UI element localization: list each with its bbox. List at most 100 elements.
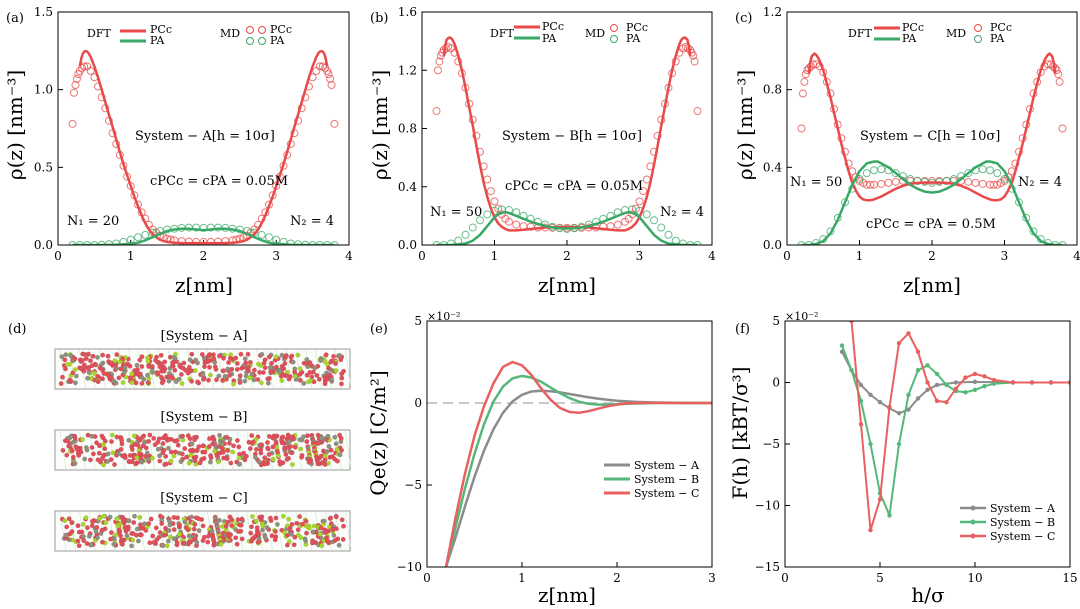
bead xyxy=(83,515,89,521)
series-line-dft-pa xyxy=(72,227,335,245)
bead xyxy=(283,452,289,458)
y-tick-label: 5 xyxy=(414,314,422,328)
md-point-md-pa xyxy=(686,241,695,245)
y-tick-label: 1.5 xyxy=(34,5,53,19)
bead xyxy=(147,432,153,438)
series-point-system-c xyxy=(963,375,968,380)
bead xyxy=(162,359,168,365)
bead xyxy=(279,378,285,384)
md-point-md-pa xyxy=(279,237,288,245)
bead xyxy=(85,375,91,381)
legend-md-pcc-marker xyxy=(246,26,254,34)
md-point-md-pa xyxy=(993,169,1002,178)
legend-md-pa-marker xyxy=(258,37,266,45)
series-point-system-c xyxy=(1010,380,1016,385)
bead xyxy=(222,373,228,379)
xlabel-b: z[nm] xyxy=(538,273,596,297)
bead xyxy=(111,541,117,547)
bead xyxy=(163,525,169,531)
bead xyxy=(99,539,105,545)
y-tick-label: 0.5 xyxy=(34,160,53,174)
bead xyxy=(127,375,133,381)
md-point-md-pcc xyxy=(68,119,77,128)
snapshot-system-b xyxy=(54,429,352,471)
bead xyxy=(304,530,310,536)
bead xyxy=(82,351,88,357)
bead xyxy=(79,357,85,363)
panel-d: (d) [System − A] [System − B] [System − … xyxy=(8,322,352,552)
bead xyxy=(68,353,74,359)
bead xyxy=(108,439,114,445)
bead xyxy=(146,438,152,444)
bead xyxy=(210,441,216,447)
bead xyxy=(317,531,323,537)
bead xyxy=(137,371,143,377)
legend-dft-label: DFT xyxy=(490,27,514,40)
bead xyxy=(193,434,199,440)
series-point-system-c xyxy=(972,371,978,377)
legend-md-pcc-label: PCc xyxy=(270,23,292,36)
md-point-md-pa xyxy=(75,241,84,245)
bead xyxy=(108,530,114,536)
y-tick-label: 0.0 xyxy=(34,238,53,252)
bead xyxy=(286,516,292,522)
series-point-system-b xyxy=(982,383,987,389)
md-point-md-pa xyxy=(949,174,958,183)
bead xyxy=(272,537,278,543)
box-wall-line xyxy=(79,430,86,470)
bead xyxy=(200,372,206,378)
bead xyxy=(259,442,265,448)
bead xyxy=(226,360,232,366)
bead xyxy=(155,371,161,377)
bead xyxy=(202,360,208,366)
bead xyxy=(72,356,78,362)
md-point-md-pa xyxy=(906,174,915,183)
legend-dft-pcc-label: PCc xyxy=(150,23,172,36)
bead xyxy=(283,373,289,379)
bead xyxy=(186,533,192,539)
bead xyxy=(292,369,298,375)
bead xyxy=(247,359,253,365)
bead xyxy=(310,529,316,535)
md-point-md-pcc xyxy=(486,187,495,196)
bead xyxy=(146,521,152,527)
series-point-system-c xyxy=(991,377,997,383)
bead xyxy=(274,521,280,527)
bead xyxy=(174,540,180,546)
plot-frame xyxy=(57,11,350,246)
plot-frame xyxy=(786,11,1078,246)
bead xyxy=(169,363,175,369)
bead xyxy=(196,528,202,534)
x-tick-label: 0 xyxy=(781,571,789,585)
series-point-system-a xyxy=(906,407,911,412)
bead xyxy=(147,540,153,546)
bead xyxy=(110,450,116,456)
bead xyxy=(239,536,245,542)
y-tick-label: 1.0 xyxy=(34,83,53,97)
y-tick-label: 0.4 xyxy=(398,180,417,194)
box-wall-line xyxy=(128,511,136,551)
legend-md-pa-marker xyxy=(610,35,618,43)
md-point-md-pa xyxy=(1015,198,1023,207)
bead xyxy=(129,371,135,377)
bead xyxy=(326,365,332,371)
md-point-md-pcc xyxy=(1052,66,1061,75)
series-point-system-b xyxy=(849,368,854,373)
bead xyxy=(267,515,273,521)
series-point-system-a xyxy=(925,387,930,393)
bead xyxy=(160,378,166,384)
bead xyxy=(220,368,226,374)
md-point-md-pa xyxy=(693,241,702,245)
x-tick-label: 4 xyxy=(345,249,353,263)
bead xyxy=(225,447,231,453)
bead xyxy=(155,446,161,452)
series-point-system-b xyxy=(944,382,949,388)
md-point-md-pa xyxy=(664,230,673,239)
bead xyxy=(100,442,106,448)
ylabel-b: ρ(z) [nm⁻³] xyxy=(368,70,392,180)
bead xyxy=(134,526,140,532)
md-point-md-pcc xyxy=(693,107,702,116)
bead xyxy=(180,540,186,546)
bead xyxy=(108,375,114,381)
series-point-system-c xyxy=(915,349,921,354)
